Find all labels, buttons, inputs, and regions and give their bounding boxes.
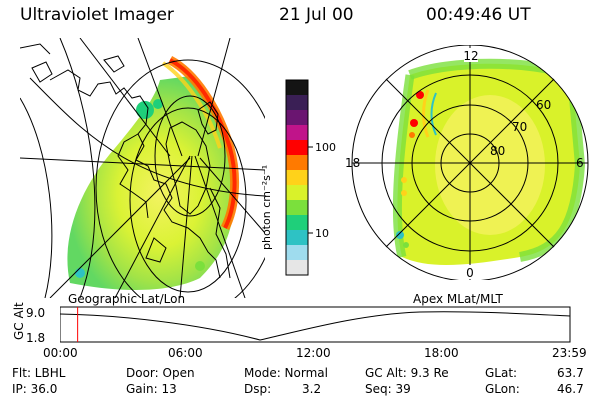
geographic-caption: Geographic Lat/Lon [68, 292, 186, 306]
colorbar-band [286, 170, 308, 186]
colorbar-band [286, 245, 308, 261]
mode-status: Mode: Normal [244, 366, 328, 380]
colorbar-band [286, 140, 308, 156]
colorbar-band [286, 215, 308, 231]
altitude-curve [60, 311, 571, 341]
altitude-tick-9: 9.0 [26, 306, 46, 320]
gain-status: Gain: 13 [126, 382, 177, 396]
filter-status: Flt: LBHL [12, 366, 66, 380]
colorbar-band [286, 80, 308, 96]
colorbar-band [286, 95, 308, 111]
mlt-label-6: 6 [576, 156, 584, 170]
colorbar-band [286, 155, 308, 171]
colorbar-band [286, 200, 308, 216]
mlt-label-12: 12 [463, 49, 478, 63]
dsp-value: 3.2 [302, 382, 322, 396]
ip-status: IP: 36.0 [12, 382, 58, 396]
glat-label: GLat: [485, 366, 518, 380]
colorbar-gradient [286, 80, 308, 276]
mlt-label-0: 0 [466, 266, 474, 280]
gc-altitude-status: GC Alt: 9.3 Re [365, 366, 449, 380]
geographic-map [20, 38, 265, 298]
time-tick-1800: 18:00 [424, 346, 459, 360]
polar-mlat-mlt-plot: 12 18 6 0 60 70 80 [345, 45, 589, 280]
glon-value: 46.7 [557, 382, 584, 396]
altitude-tick-1-8: 1.8 [26, 331, 46, 345]
dsp-label: Dsp: [244, 382, 272, 396]
time-tick-0000: 00:00 [43, 346, 78, 360]
mlat-label-60: 60 [536, 98, 551, 112]
instrument-title: Ultraviolet Imager [20, 5, 174, 25]
apex-caption: Apex MLat/MLT [413, 292, 503, 306]
observation-time: 00:49:46 UT [426, 5, 531, 25]
altitude-timeline-plot [60, 306, 571, 343]
altitude-axis-label: GC Alt [12, 302, 26, 340]
door-status: Door: Open [126, 366, 195, 380]
aurora-glow-region [67, 76, 235, 290]
mlt-label-18: 18 [345, 156, 360, 170]
sequence-status: Seq: 39 [365, 382, 411, 396]
colorbar-tick-10: 10 [315, 227, 329, 240]
mlat-label-70: 70 [512, 120, 527, 134]
intensity-colorbar: 100 10 [285, 79, 336, 276]
colorbar-tick-100: 100 [315, 141, 336, 154]
time-tick-2359: 23:59 [552, 346, 587, 360]
colorbar-unit-label: photon cm⁻²s⁻¹ [260, 164, 273, 250]
mlat-label-80: 80 [490, 144, 505, 158]
glon-label: GLon: [485, 382, 520, 396]
colorbar-band [286, 125, 308, 141]
time-tick-0600: 06:00 [168, 346, 203, 360]
time-tick-1200: 12:00 [296, 346, 331, 360]
glat-value: 63.7 [557, 366, 584, 380]
colorbar-band [286, 230, 308, 246]
observation-date: 21 Jul 00 [279, 5, 354, 25]
colorbar-band [286, 110, 308, 126]
colorbar-band [286, 185, 308, 201]
colorbar-band [286, 260, 308, 276]
